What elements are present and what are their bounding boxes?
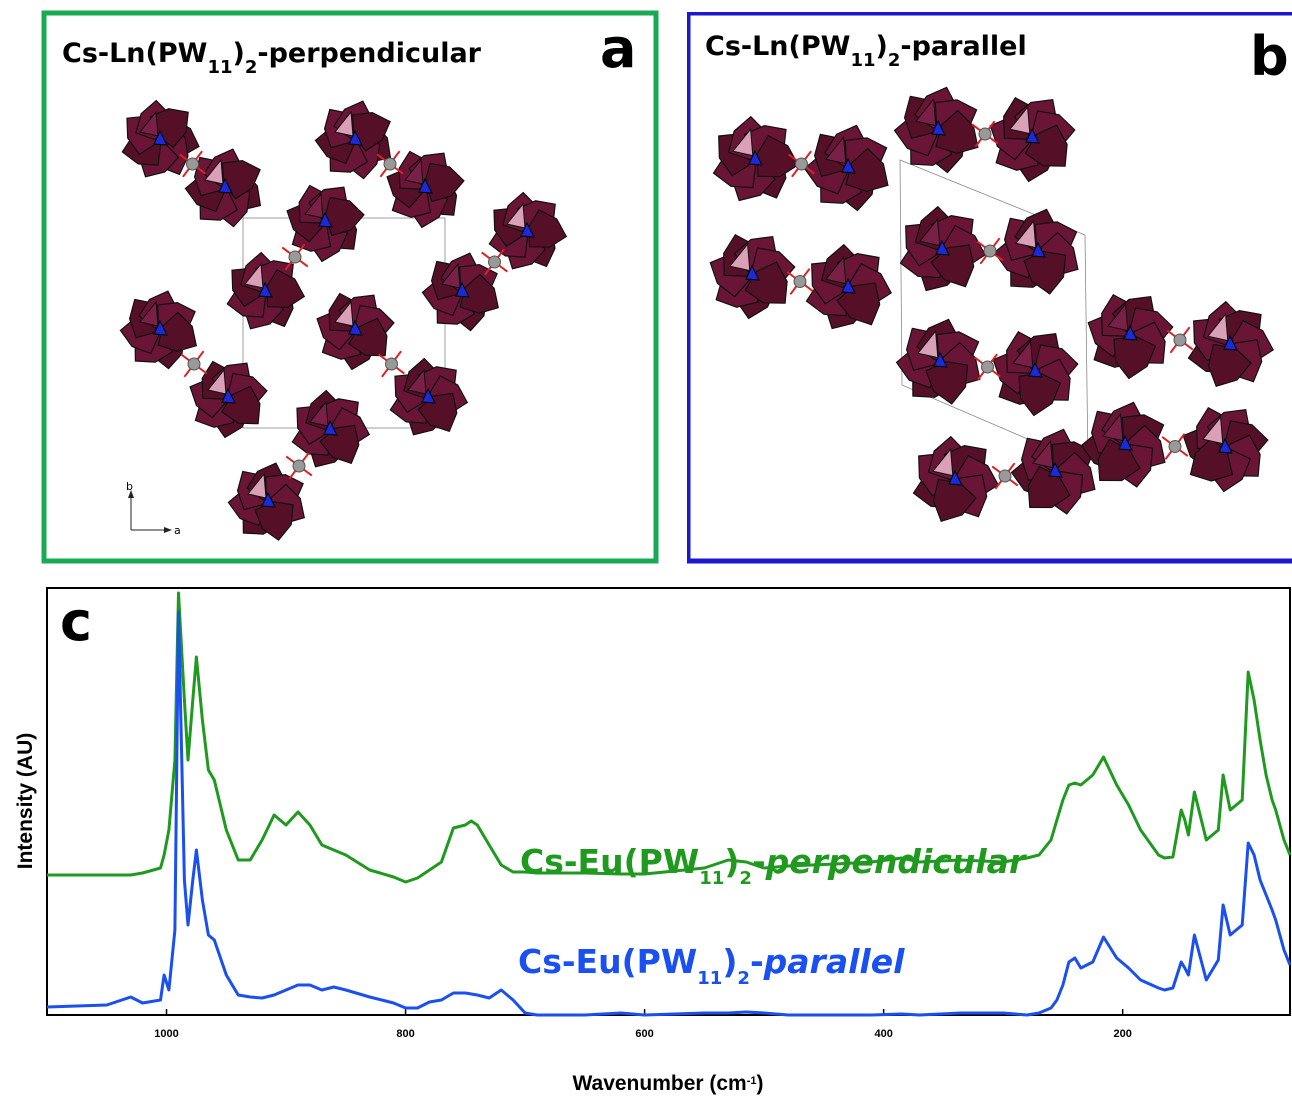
x-tick-label: 1000: [154, 1028, 178, 1040]
polyhedron-cluster: [422, 253, 498, 330]
panel-letter: c: [60, 590, 92, 653]
polyhedron-cluster: [914, 437, 999, 522]
polyhedron-cluster: [1183, 408, 1268, 492]
panel-border: [44, 13, 656, 561]
text-part: 2: [888, 50, 901, 71]
text-part: -perpendicular: [257, 38, 481, 69]
panel-title: Cs-Ln(PW11)2-perpendicular: [62, 38, 482, 78]
lanthanide-atom: [984, 245, 996, 257]
text-part: -1: [747, 1075, 757, 1087]
text-part: 11: [207, 57, 232, 78]
lanthanide-atom: [999, 470, 1011, 482]
lanthanide-atom: [188, 358, 200, 370]
text-part: 11: [697, 968, 722, 989]
polyhedron-cluster: [895, 87, 978, 172]
polyhedron-cluster: [805, 125, 888, 210]
lanthanide-atom: [982, 361, 994, 373]
text-part: Cs-Eu(PW: [518, 942, 697, 981]
lanthanide-atom: [796, 158, 808, 170]
polyhedron: [1114, 336, 1155, 378]
polyhedron-cluster: [1088, 295, 1173, 379]
polyhedron-cluster: [315, 101, 390, 178]
panel-b: Cs-Ln(PW11)2-parallel b: [688, 13, 1292, 561]
lanthanide-atom: [1169, 441, 1181, 453]
lanthanide-atom: [386, 358, 398, 370]
polyhedron-cluster: [1189, 302, 1274, 387]
polyhedron-cluster: [1012, 429, 1095, 514]
x-tick-label: 400: [874, 1028, 892, 1040]
text-part: parallel: [763, 942, 905, 981]
text-part: 2: [245, 57, 258, 78]
polyhedron-cluster: [993, 332, 1078, 416]
lanthanide-atom: [187, 158, 199, 170]
polyhedron-cluster: [292, 391, 369, 467]
text-part: Cs-Ln(PW: [62, 38, 207, 69]
text-part: ): [722, 942, 737, 981]
text-part: 11: [699, 868, 724, 889]
series-label: Cs-Eu(PW11)2-parallel: [518, 942, 905, 989]
text-part: -parallel: [900, 31, 1026, 62]
polyhedron-cluster: [714, 117, 799, 201]
polyhedron-cluster: [390, 359, 467, 435]
lanthanide-atom: [794, 276, 806, 288]
text-part: perpendicular: [765, 842, 1027, 881]
figure: Cs-Ln(PW11)2-perpendicularaba Cs-Ln(PW11…: [0, 0, 1292, 1103]
text-part: Wavenumber (cm: [572, 1072, 746, 1095]
polyhedron-cluster: [287, 186, 364, 262]
spectrum-line: [47, 593, 1290, 882]
polyhedron-cluster: [990, 98, 1075, 182]
axis-label: a: [174, 524, 181, 537]
text-part: ): [757, 1072, 764, 1095]
text-part: -: [750, 942, 764, 981]
polyhedron-cluster: [387, 152, 464, 228]
text-part: ): [724, 842, 739, 881]
series-label: Cs-Eu(PW11)2-perpendicular: [520, 842, 1027, 889]
lanthanide-atom: [293, 460, 305, 472]
lanthanide-atom: [979, 128, 991, 140]
text-part: ): [233, 38, 245, 69]
x-axis-title: Wavenumber (cm-1): [572, 1072, 763, 1095]
text-part: 11: [850, 50, 875, 71]
panel-letter: b: [1250, 25, 1289, 88]
polyhedron-cluster: [807, 245, 892, 329]
lanthanide-atom: [384, 158, 396, 170]
lanthanide-atom: [1174, 334, 1186, 346]
unit-cell: [900, 160, 1088, 465]
axis-label: b: [126, 480, 133, 493]
arrow-head: [164, 527, 172, 533]
text-part: Cs-Eu(PW: [520, 842, 699, 881]
panel-title: Cs-Ln(PW11)2-parallel: [705, 31, 1027, 71]
text-part: ): [876, 31, 888, 62]
polyhedron-cluster: [190, 362, 267, 438]
polyhedron-cluster: [901, 207, 986, 291]
polyhedron-cluster: [489, 193, 566, 269]
polyhedron-cluster: [710, 235, 795, 319]
lanthanide-atom: [489, 256, 501, 268]
polyhedron: [425, 163, 464, 201]
text-part: Cs-Ln(PW: [705, 31, 850, 62]
text-part: 2: [737, 968, 750, 989]
x-tick-label: 800: [396, 1028, 414, 1040]
x-tick-label: 600: [635, 1028, 653, 1040]
panel-letter: a: [600, 17, 636, 80]
text-part: -: [752, 842, 766, 881]
polyhedron-cluster: [227, 253, 304, 329]
polyhedron-cluster: [995, 209, 1078, 294]
polyhedron-cluster: [897, 319, 980, 404]
y-axis-title: Intensity (AU): [14, 733, 37, 870]
panel-c: c 1000 800 600 400 200 Wavenumber (cm-1) Intens…: [14, 588, 1290, 1095]
polyhedron: [1019, 373, 1060, 415]
polyhedron-cluster: [1082, 402, 1165, 487]
x-tick-label: 200: [1113, 1028, 1131, 1040]
polyhedron: [325, 197, 364, 235]
lanthanide-atom: [289, 251, 301, 263]
panel-a: Cs-Ln(PW11)2-perpendicular a b a: [44, 13, 656, 561]
text-part: 2: [739, 868, 752, 889]
